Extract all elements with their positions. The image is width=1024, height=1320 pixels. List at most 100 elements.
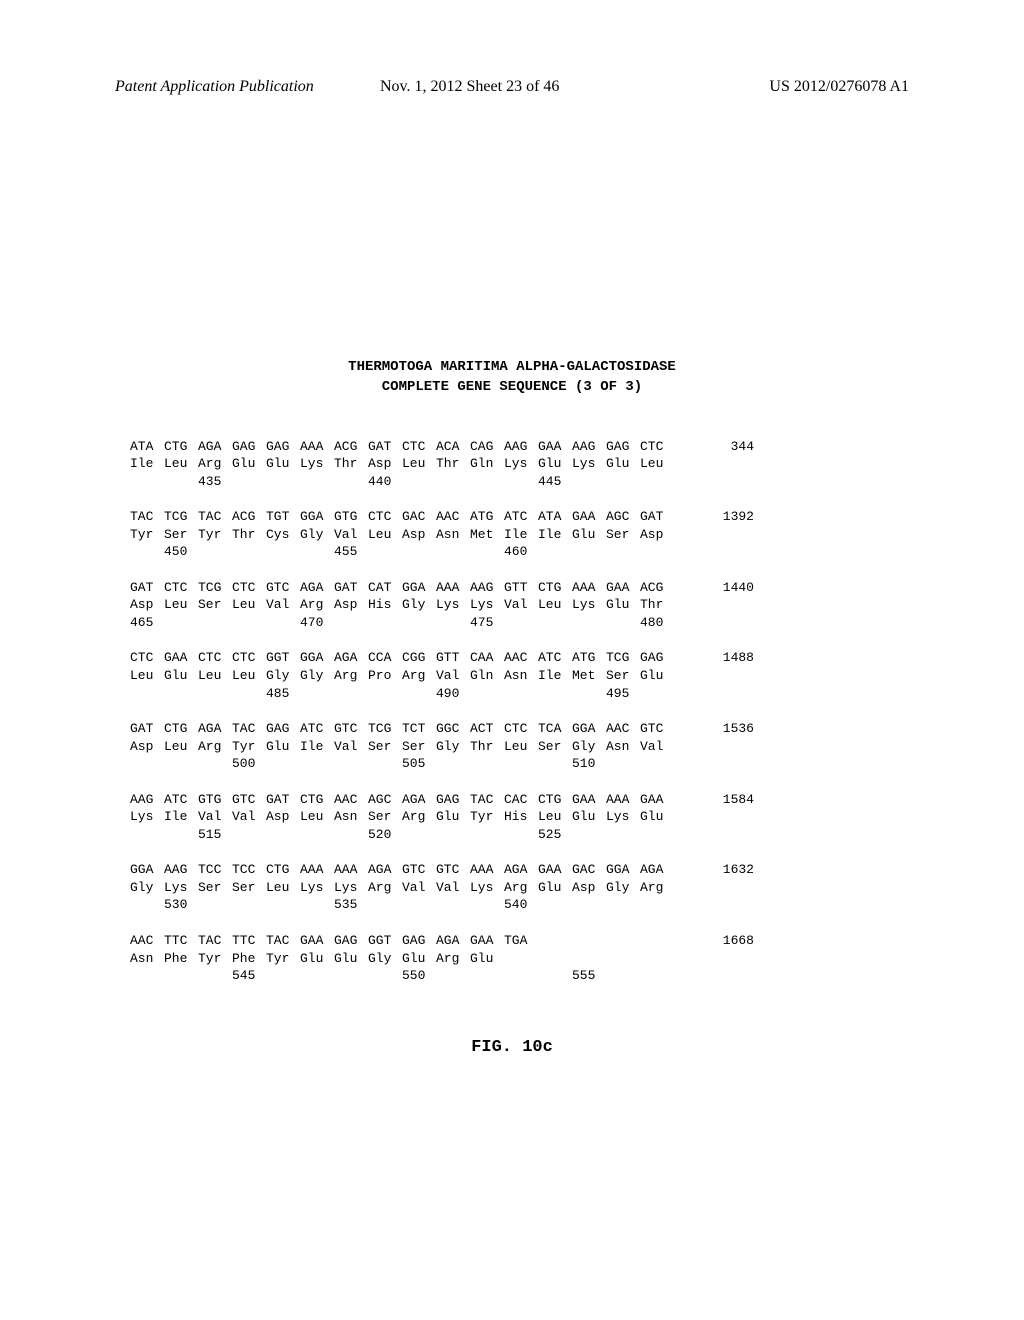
codon-cell: AGA (368, 861, 402, 879)
codon-cell: AAG (504, 438, 538, 456)
amino-cell: Glu (606, 455, 640, 473)
amino-cell: Glu (334, 950, 368, 968)
number-cell: 445 (538, 473, 572, 491)
amino-cell: Lys (504, 455, 538, 473)
amino-cell: Glu (572, 526, 606, 544)
codon-cell: GAA (164, 649, 198, 667)
number-cell: 465 (130, 614, 164, 632)
codon-cell: ATC (538, 649, 572, 667)
number-cell (164, 755, 198, 773)
amino-cell: Val (640, 738, 674, 756)
amino-cell: Arg (640, 879, 674, 897)
title-line-1: THERMOTOGA MARITIMA ALPHA-GALACTOSIDASE (0, 358, 1024, 378)
codon-cell: AGA (334, 649, 368, 667)
position-number: 1536 (704, 720, 754, 738)
codon-cell: TAC (470, 791, 504, 809)
amino-cell: Asn (606, 738, 640, 756)
number-cell (436, 826, 470, 844)
codon-cell: CTC (402, 438, 436, 456)
number-cell (402, 543, 436, 561)
codon-cell: GAG (606, 438, 640, 456)
amino-cell: Gln (470, 667, 504, 685)
number-cell (402, 896, 436, 914)
number-cell (368, 614, 402, 632)
codon-cell: ACG (640, 579, 674, 597)
amino-cell: His (504, 808, 538, 826)
number-cell (130, 826, 164, 844)
number-cell (470, 543, 504, 561)
amino-cell: Leu (232, 667, 266, 685)
codon-cell: TTC (232, 932, 266, 950)
amino-cell: Ser (198, 879, 232, 897)
codon-cell: CTC (504, 720, 538, 738)
amino-cell (606, 950, 640, 968)
amino-line: IleLeuArgGluGluLysThrAspLeuThrGlnLysGluL… (130, 455, 754, 473)
amino-cell: Arg (368, 879, 402, 897)
number-cell (606, 473, 640, 491)
number-line: 485490495 (130, 685, 754, 703)
codon-cell: GAT (130, 579, 164, 597)
number-cell (368, 896, 402, 914)
codon-cell: CTC (368, 508, 402, 526)
number-cell (470, 967, 504, 985)
amino-cell: Ser (368, 808, 402, 826)
codon-cell: GAC (402, 508, 436, 526)
codon-cell: AAC (130, 932, 164, 950)
codon-cell: AAA (436, 579, 470, 597)
codon-cell: GAA (606, 579, 640, 597)
number-cell (130, 685, 164, 703)
sequence-group: CTCGAACTCCTCGGTGGAAGACCACGGGTTCAAAACATCA… (130, 649, 754, 702)
codon-cell: CAT (368, 579, 402, 597)
sequence-group: AAGATCGTGGTCGATCTGAACAGCAGAGAGTACCACCTGG… (130, 791, 754, 844)
number-cell (198, 685, 232, 703)
codon-cell: TAC (198, 932, 232, 950)
codon-cell: ATA (130, 438, 164, 456)
codon-cell: GTC (266, 579, 300, 597)
number-cell (436, 473, 470, 491)
codon-cell: TAC (130, 508, 164, 526)
sequence-group: TACTCGTACACGTGTGGAGTGCTCGACAACATGATCATAG… (130, 508, 754, 561)
codon-line: TACTCGTACACGTGTGGAGTGCTCGACAACATGATCATAG… (130, 508, 754, 526)
codon-cell: GAG (266, 720, 300, 738)
number-cell (470, 755, 504, 773)
codon-line: AACTTCTACTTCTACGAAGAGGGTGAGAGAGAATGA1668 (130, 932, 754, 950)
codon-cell: GGT (368, 932, 402, 950)
number-cell (164, 967, 198, 985)
amino-cell (538, 950, 572, 968)
amino-cell: Ser (198, 596, 232, 614)
number-cell (572, 614, 606, 632)
amino-cell: Lys (164, 879, 198, 897)
amino-cell: Arg (300, 596, 334, 614)
number-cell (164, 473, 198, 491)
codon-cell: GGA (572, 720, 606, 738)
amino-cell (504, 950, 538, 968)
codon-cell: CAG (470, 438, 504, 456)
codon-line: GATCTGAGATACGAGATCGTCTCGTCTGGCACTCTCTCAG… (130, 720, 754, 738)
amino-cell: Arg (198, 455, 232, 473)
amino-cell: Ile (164, 808, 198, 826)
amino-cell: Asn (334, 808, 368, 826)
amino-cell: Leu (164, 596, 198, 614)
amino-line: LysIleValValAspLeuAsnSerArgGluTyrHisLeuG… (130, 808, 754, 826)
codon-cell: CAC (504, 791, 538, 809)
number-cell (436, 755, 470, 773)
number-cell (504, 755, 538, 773)
number-cell (606, 614, 640, 632)
codon-cell: GGC (436, 720, 470, 738)
codon-cell: CTG (538, 579, 572, 597)
amino-cell: Lys (470, 596, 504, 614)
amino-cell: Ser (368, 738, 402, 756)
codon-cell: GAA (470, 932, 504, 950)
amino-cell: Asp (334, 596, 368, 614)
number-cell (470, 826, 504, 844)
header-left-text: Patent Application Publication (115, 78, 314, 96)
amino-cell: Thr (436, 455, 470, 473)
position-number: 1632 (704, 861, 754, 879)
number-line: 545550555 (130, 967, 754, 985)
number-cell (640, 967, 674, 985)
amino-cell: Met (470, 526, 504, 544)
amino-cell: Glu (470, 950, 504, 968)
position-number: 1584 (704, 791, 754, 809)
codon-cell: CTC (640, 438, 674, 456)
number-cell (232, 685, 266, 703)
